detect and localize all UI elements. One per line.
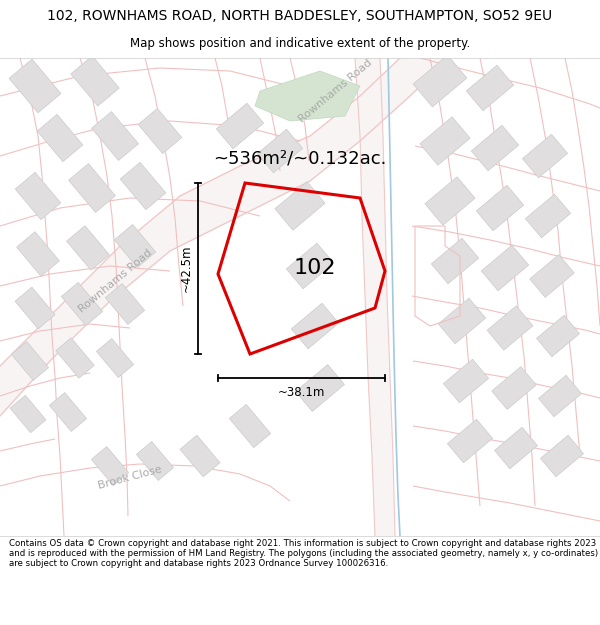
Polygon shape: [275, 182, 325, 230]
Polygon shape: [492, 367, 536, 409]
Polygon shape: [71, 56, 119, 106]
Polygon shape: [355, 58, 395, 536]
Polygon shape: [530, 254, 574, 298]
Text: 102, ROWNHAMS ROAD, NORTH BADDESLEY, SOUTHAMPTON, SO52 9EU: 102, ROWNHAMS ROAD, NORTH BADDESLEY, SOU…: [47, 9, 553, 23]
Polygon shape: [439, 298, 485, 344]
Text: ~38.1m: ~38.1m: [278, 386, 325, 399]
Polygon shape: [538, 375, 581, 417]
Polygon shape: [97, 339, 134, 377]
Polygon shape: [431, 238, 479, 284]
Polygon shape: [11, 341, 49, 381]
Polygon shape: [536, 315, 580, 357]
Polygon shape: [92, 111, 139, 161]
Polygon shape: [472, 125, 518, 171]
Polygon shape: [448, 419, 493, 462]
Polygon shape: [494, 428, 538, 469]
Polygon shape: [523, 134, 568, 178]
Polygon shape: [255, 71, 360, 121]
Polygon shape: [120, 162, 166, 209]
Polygon shape: [9, 59, 61, 113]
Polygon shape: [420, 117, 470, 165]
Polygon shape: [443, 359, 488, 403]
Polygon shape: [91, 446, 128, 486]
Text: Map shows position and indicative extent of the property.: Map shows position and indicative extent…: [130, 37, 470, 50]
Polygon shape: [425, 177, 475, 225]
Polygon shape: [413, 55, 467, 107]
Text: Rownhams Road: Rownhams Road: [76, 248, 154, 314]
Polygon shape: [68, 164, 115, 212]
Polygon shape: [138, 108, 182, 154]
Polygon shape: [136, 441, 173, 481]
Text: Contains OS data © Crown copyright and database right 2021. This information is : Contains OS data © Crown copyright and d…: [9, 539, 598, 569]
Polygon shape: [15, 173, 61, 219]
Polygon shape: [466, 65, 514, 111]
Polygon shape: [49, 392, 86, 431]
Polygon shape: [292, 303, 338, 349]
Polygon shape: [56, 338, 94, 378]
Polygon shape: [296, 364, 344, 411]
Polygon shape: [217, 103, 263, 149]
Polygon shape: [114, 224, 156, 268]
Polygon shape: [15, 287, 55, 329]
Text: ~536m²/~0.132ac.: ~536m²/~0.132ac.: [214, 149, 386, 167]
Polygon shape: [257, 129, 302, 173]
Text: Rownhams Road: Rownhams Road: [296, 58, 374, 124]
Polygon shape: [37, 114, 83, 162]
Polygon shape: [476, 185, 524, 231]
Text: 102: 102: [294, 258, 336, 278]
Polygon shape: [286, 243, 334, 289]
Polygon shape: [481, 245, 529, 291]
Polygon shape: [61, 282, 103, 326]
Polygon shape: [229, 404, 271, 448]
Polygon shape: [0, 58, 450, 416]
Polygon shape: [180, 435, 220, 477]
Polygon shape: [10, 396, 46, 432]
Polygon shape: [17, 232, 59, 276]
Polygon shape: [106, 284, 145, 324]
Polygon shape: [487, 306, 533, 350]
Polygon shape: [67, 226, 109, 270]
Text: Brook Close: Brook Close: [97, 464, 163, 491]
Text: ~42.5m: ~42.5m: [180, 245, 193, 292]
Polygon shape: [526, 194, 571, 238]
Polygon shape: [541, 435, 584, 477]
